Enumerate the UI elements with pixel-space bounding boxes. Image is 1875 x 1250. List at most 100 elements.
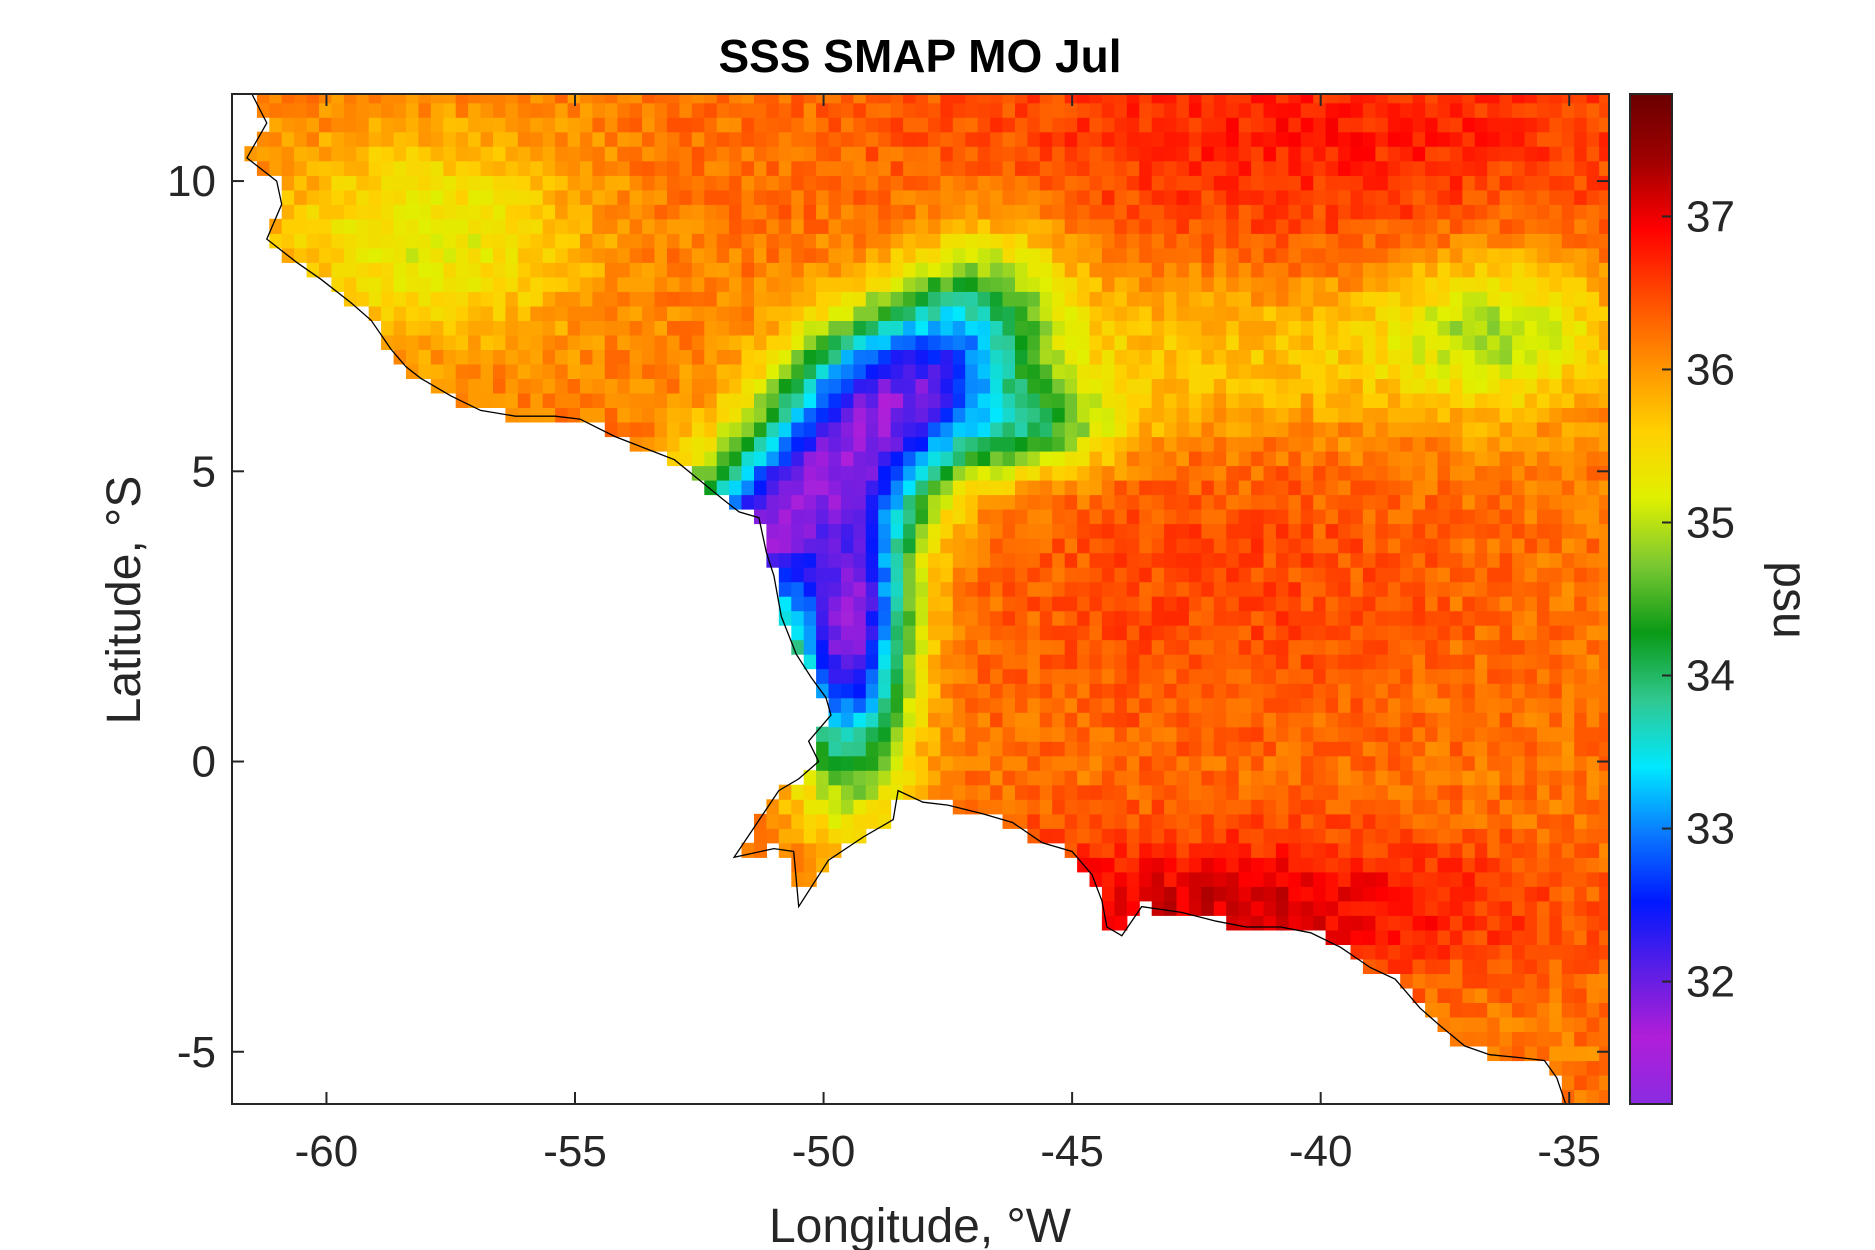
heatmap-cell xyxy=(1449,1002,1463,1018)
heatmap-cell xyxy=(1536,523,1550,539)
heatmap-cell xyxy=(1188,639,1202,655)
heatmap-cell xyxy=(1139,552,1153,568)
heatmap-cell xyxy=(1002,334,1016,350)
heatmap-cell xyxy=(1474,509,1488,525)
heatmap-cell xyxy=(654,392,668,408)
heatmap-cell xyxy=(1263,668,1277,684)
heatmap-cell xyxy=(878,320,892,336)
heatmap-cell xyxy=(1213,146,1227,162)
heatmap-cell xyxy=(1449,915,1463,931)
heatmap-cell xyxy=(1251,480,1265,496)
heatmap-cell xyxy=(1574,958,1588,974)
heatmap-cell xyxy=(1574,305,1588,321)
heatmap-cell xyxy=(1002,581,1016,597)
heatmap-cell xyxy=(1549,1060,1563,1076)
heatmap-cell xyxy=(1139,697,1153,713)
heatmap-cell xyxy=(1077,639,1091,655)
heatmap-cell xyxy=(841,291,854,307)
heatmap-cell xyxy=(667,451,680,467)
heatmap-cell xyxy=(1574,146,1588,162)
heatmap-cell xyxy=(1027,683,1041,699)
heatmap-cell xyxy=(803,305,817,321)
heatmap-cell xyxy=(1536,378,1550,394)
heatmap-cell xyxy=(1101,363,1115,379)
heatmap-cell xyxy=(1027,770,1041,786)
heatmap-cell xyxy=(1201,712,1215,728)
heatmap-cell xyxy=(1176,509,1190,525)
heatmap-cell xyxy=(803,813,817,829)
heatmap-cell xyxy=(1412,523,1426,539)
heatmap-cell xyxy=(990,160,1004,176)
heatmap-cell xyxy=(865,305,879,321)
heatmap-cell xyxy=(878,639,892,655)
heatmap-cell xyxy=(841,233,854,249)
heatmap-cell xyxy=(1288,494,1302,510)
heatmap-cell xyxy=(1375,915,1389,931)
heatmap-cell xyxy=(343,247,357,263)
heatmap-cell xyxy=(1375,538,1389,554)
heatmap-cell xyxy=(592,160,606,176)
heatmap-cell xyxy=(1599,857,1609,873)
heatmap-cell xyxy=(1586,886,1600,902)
heatmap-cell xyxy=(1275,117,1289,133)
heatmap-cell xyxy=(617,262,631,278)
heatmap-cell xyxy=(1126,654,1140,670)
heatmap-cell xyxy=(1325,247,1339,263)
heatmap-cell xyxy=(1077,755,1091,771)
heatmap-cell xyxy=(1313,392,1327,408)
heatmap-cell xyxy=(1375,755,1389,771)
heatmap-cell xyxy=(1524,871,1538,887)
heatmap-cell xyxy=(865,262,879,278)
heatmap-cell xyxy=(1586,422,1600,438)
heatmap-cell xyxy=(1499,422,1513,438)
heatmap-cell xyxy=(915,334,929,350)
heatmap-cell xyxy=(1101,654,1115,670)
heatmap-cell xyxy=(381,291,395,307)
heatmap-cell xyxy=(766,813,780,829)
heatmap-cell xyxy=(1561,654,1575,670)
heatmap-cell xyxy=(1002,610,1016,626)
heatmap-cell xyxy=(1139,204,1153,220)
heatmap-cell xyxy=(803,392,817,408)
heatmap-cell xyxy=(977,799,991,815)
heatmap-cell xyxy=(1027,567,1041,583)
heatmap-cell xyxy=(791,117,805,133)
heatmap-cell xyxy=(878,581,892,597)
heatmap-cell xyxy=(1325,349,1339,365)
heatmap-cell xyxy=(1574,929,1588,945)
heatmap-cell xyxy=(480,392,494,408)
heatmap-cell xyxy=(1126,175,1140,191)
heatmap-cell xyxy=(1387,813,1401,829)
heatmap-cell xyxy=(1536,726,1550,742)
heatmap-cell xyxy=(1362,929,1376,945)
heatmap-cell xyxy=(1599,349,1609,365)
heatmap-cell xyxy=(1052,262,1066,278)
heatmap-cell xyxy=(1474,276,1488,292)
heatmap-cell xyxy=(580,102,593,118)
heatmap-cell xyxy=(468,175,482,191)
heatmap-cell xyxy=(1524,233,1538,249)
heatmap-cell xyxy=(642,175,656,191)
heatmap-cell xyxy=(1512,1002,1526,1018)
heatmap-cell xyxy=(1275,160,1289,176)
heatmap-cell xyxy=(1101,131,1115,147)
heatmap-cell xyxy=(1114,392,1128,408)
heatmap-cell xyxy=(1449,262,1463,278)
heatmap-cell xyxy=(1313,871,1327,887)
heatmap-cell xyxy=(1338,538,1352,554)
heatmap-cell xyxy=(1499,900,1513,916)
heatmap-cell xyxy=(530,102,544,118)
heatmap-cell xyxy=(853,189,867,205)
heatmap-cell xyxy=(642,94,656,104)
heatmap-cell xyxy=(716,189,730,205)
heatmap-cell xyxy=(604,218,618,234)
heatmap-cell xyxy=(1089,828,1103,844)
heatmap-cell xyxy=(1313,900,1327,916)
heatmap-cell xyxy=(1039,247,1053,263)
heatmap-cell xyxy=(903,102,917,118)
heatmap-cell xyxy=(1139,94,1153,104)
heatmap-cell xyxy=(1015,334,1028,350)
heatmap-cell xyxy=(1449,610,1463,626)
heatmap-cell xyxy=(1338,567,1352,583)
heatmap-cell xyxy=(356,131,370,147)
